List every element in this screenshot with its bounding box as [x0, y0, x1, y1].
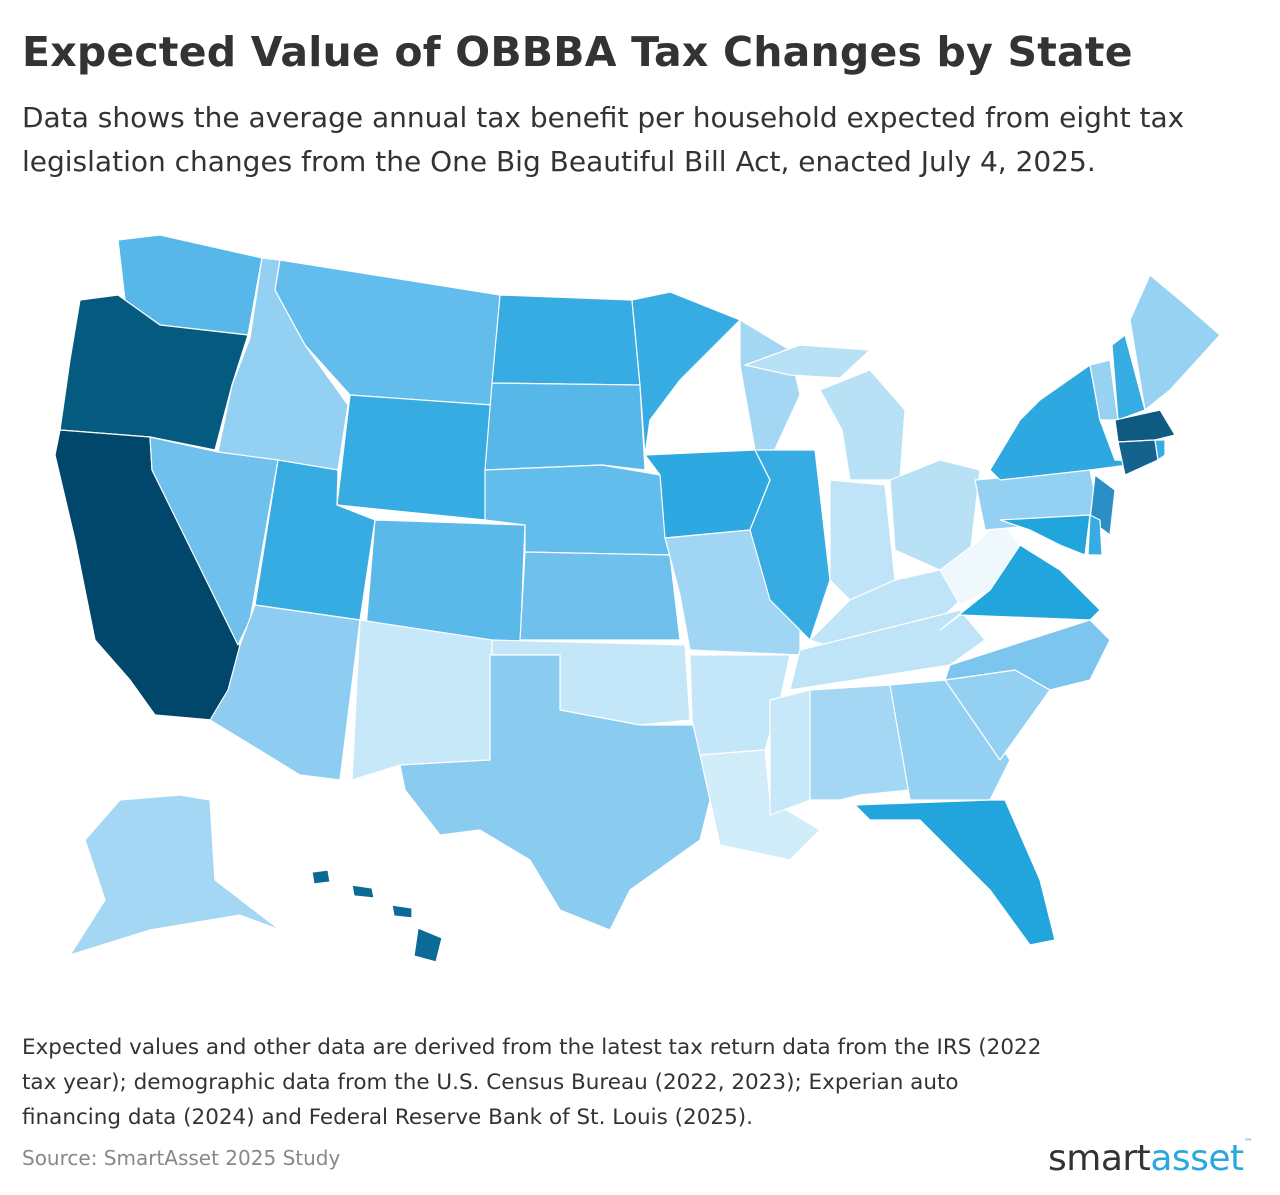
state-shape [1087, 514, 1103, 556]
state-az [209, 604, 361, 781]
state-shape [209, 604, 361, 781]
state-md [999, 514, 1091, 556]
state-tx [399, 654, 711, 931]
state-shape [1117, 439, 1159, 476]
state-shape [491, 294, 641, 386]
state-shape [1154, 439, 1166, 461]
state-shape [999, 514, 1091, 556]
state-shape [413, 927, 443, 963]
state-mn [631, 291, 741, 456]
state-shape [989, 364, 1151, 481]
state-shape [1129, 274, 1221, 411]
state-shape [59, 294, 249, 451]
state-shape [939, 519, 1021, 606]
state-shape [391, 904, 413, 919]
state-la [699, 749, 821, 861]
state-fl [854, 799, 1056, 946]
state-shape [769, 689, 811, 816]
state-shape [644, 449, 771, 539]
state-ms [769, 689, 811, 816]
state-shape [631, 291, 741, 456]
state-shape [744, 344, 871, 379]
state-ks [519, 551, 681, 641]
state-de [1087, 514, 1103, 556]
state-hi [311, 869, 443, 963]
state-shape [1114, 409, 1176, 443]
state-il [749, 449, 831, 641]
state-shape [399, 654, 711, 931]
state-shape [519, 551, 681, 641]
state-nm [351, 619, 493, 781]
state-shape [944, 619, 1111, 691]
page-title: Expected Value of OBBBA Tax Changes by S… [22, 28, 1133, 76]
state-nc [944, 619, 1111, 691]
state-shape [789, 609, 986, 691]
state-ma [1114, 409, 1176, 443]
subtitle: Data shows the average annual tax benefi… [22, 101, 1185, 178]
state-shape [311, 869, 331, 885]
state-shape [351, 619, 493, 781]
state-wi [739, 319, 801, 461]
state-shape [351, 884, 375, 899]
state-ia [644, 449, 771, 539]
state-shape [484, 382, 646, 471]
state-shape [739, 319, 801, 461]
smartasset-logo: smartasset™ [1048, 1138, 1253, 1179]
state-shape [854, 799, 1056, 946]
us-choropleth-map [54, 234, 1221, 963]
state-ct [1117, 439, 1159, 476]
state-in [829, 479, 896, 601]
state-nd [491, 294, 641, 386]
state-me [1129, 274, 1221, 411]
state-ak [69, 794, 281, 956]
source-text: Source: SmartAsset 2025 Study [22, 1146, 341, 1170]
state-shape [829, 479, 896, 601]
state-wy [336, 394, 493, 521]
state-or [59, 294, 249, 451]
state-wv [939, 519, 1021, 606]
state-ny [989, 364, 1151, 481]
state-shape [749, 449, 831, 641]
state-shape [699, 749, 821, 861]
methodology-note: Expected values and other data are deriv… [22, 1035, 1042, 1130]
state-tn [789, 609, 986, 691]
state-ri [1154, 439, 1166, 461]
state-shape [69, 794, 281, 956]
state-shape [336, 394, 493, 521]
state-shape [819, 369, 906, 481]
state-sd [484, 382, 646, 471]
